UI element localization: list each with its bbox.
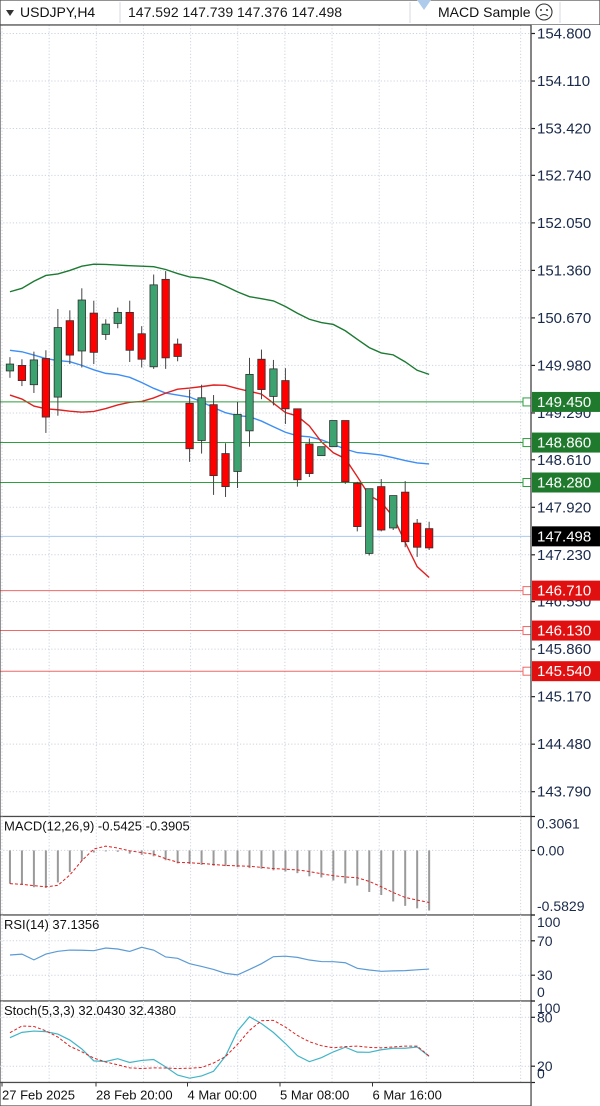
svg-text:154.110: 154.110 (537, 73, 590, 90)
svg-text:148.610: 148.610 (537, 452, 591, 469)
svg-text:0: 0 (537, 984, 545, 1000)
svg-text:6 Mar 16:00: 6 Mar 16:00 (373, 1088, 442, 1103)
svg-text:152.740: 152.740 (537, 167, 591, 184)
svg-text:MACD(12,26,9) -0.5425 -0.3905: MACD(12,26,9) -0.5425 -0.3905 (4, 819, 190, 834)
svg-text:150.670: 150.670 (537, 310, 591, 327)
svg-text:152.050: 152.050 (537, 215, 591, 232)
svg-text:-0.5829: -0.5829 (537, 898, 585, 914)
svg-text:147.920: 147.920 (537, 499, 591, 516)
svg-text:USDJPY,H4: USDJPY,H4 (20, 4, 95, 20)
svg-text:147.498: 147.498 (537, 528, 591, 545)
svg-text:145.860: 145.860 (537, 641, 591, 658)
svg-text:145.170: 145.170 (537, 689, 591, 706)
svg-text:0.3061: 0.3061 (537, 816, 580, 832)
svg-text:147.230: 147.230 (537, 547, 591, 564)
svg-text:146.130: 146.130 (537, 623, 591, 640)
svg-text:Stoch(5,3,3) 32.0430 32.4380: Stoch(5,3,3) 32.0430 32.4380 (4, 1003, 176, 1018)
svg-text:28 Feb 20:00: 28 Feb 20:00 (96, 1088, 173, 1103)
svg-text:70: 70 (537, 933, 553, 949)
svg-text:148.860: 148.860 (537, 435, 591, 452)
svg-text:0: 0 (537, 1066, 545, 1082)
svg-text:146.710: 146.710 (537, 583, 591, 600)
svg-text:MACD Sample: MACD Sample (438, 4, 531, 20)
svg-text:151.360: 151.360 (537, 262, 591, 279)
svg-text:30: 30 (537, 967, 553, 983)
svg-text:148.280: 148.280 (537, 475, 591, 492)
svg-text:80: 80 (537, 1009, 553, 1025)
svg-text:4 Mar 00:00: 4 Mar 00:00 (188, 1088, 257, 1103)
svg-text:147.592 147.739 147.376 147.49: 147.592 147.739 147.376 147.498 (128, 4, 342, 20)
svg-text:153.420: 153.420 (537, 121, 591, 138)
svg-text:RSI(14) 37.1356: RSI(14) 37.1356 (4, 917, 99, 932)
svg-text:154.800: 154.800 (537, 26, 591, 43)
svg-text:27 Feb 2025: 27 Feb 2025 (2, 1088, 75, 1103)
svg-text:144.480: 144.480 (537, 736, 591, 753)
svg-text:0.00: 0.00 (537, 842, 564, 858)
svg-text:5 Mar 08:00: 5 Mar 08:00 (280, 1088, 349, 1103)
svg-text:145.540: 145.540 (537, 663, 591, 680)
svg-text:100: 100 (537, 914, 561, 930)
svg-text:143.790: 143.790 (537, 784, 591, 801)
svg-text:149.980: 149.980 (537, 357, 591, 374)
svg-text:149.450: 149.450 (537, 394, 591, 411)
